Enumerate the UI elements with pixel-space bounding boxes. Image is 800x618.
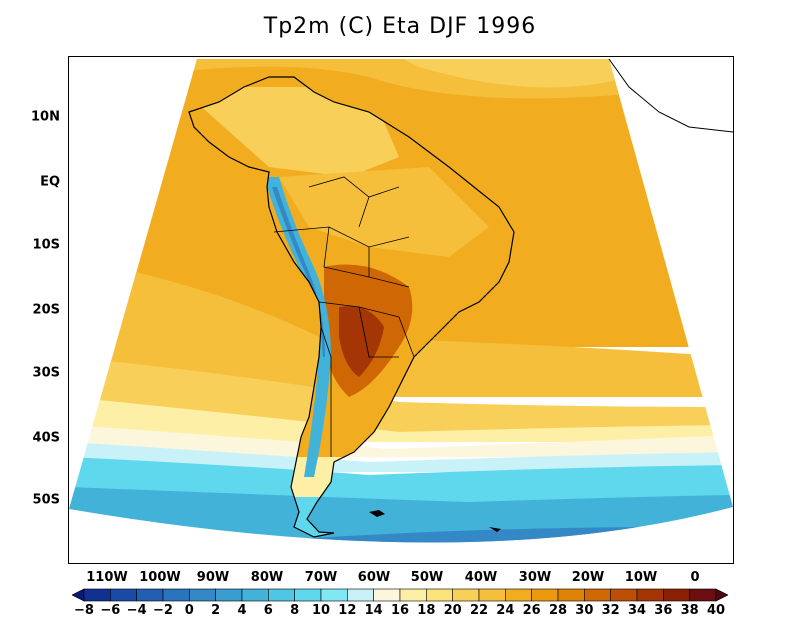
lat-label-10s: 10S — [32, 237, 60, 253]
colorbar-tick-label: 4 — [237, 603, 247, 618]
colorbar-tick-label: 18 — [417, 603, 436, 618]
band-light-south — [69, 357, 733, 432]
map-title: Tp2m (C) Eta DJF 1996 — [263, 14, 537, 39]
falkland-islands — [369, 510, 385, 517]
lat-label-50s: 50S — [32, 492, 60, 508]
colorbar-swatch — [162, 588, 190, 602]
colorbar-swatch — [584, 588, 611, 602]
lon-label-110w: 110W — [86, 570, 128, 585]
lon-label-90w: 90W — [196, 570, 230, 585]
colorbar-tick-label: 40 — [706, 603, 726, 618]
colorbar-tick-label: −6 — [100, 603, 121, 618]
south-georgia — [489, 527, 501, 532]
colorbar-swatch — [399, 588, 427, 602]
lat-label-20s: 20S — [32, 302, 60, 318]
colorbar-swatch — [83, 588, 111, 602]
land-hottest — [339, 306, 384, 377]
colorbar-swatch — [689, 588, 717, 602]
lon-label-10w: 10W — [624, 570, 658, 585]
colorbar-swatch — [426, 588, 453, 602]
colorbar-tick-label: −4 — [126, 603, 147, 618]
colorbar — [72, 588, 728, 602]
colorbar-tick-label: 0 — [184, 603, 194, 618]
colorbar-swatch — [505, 588, 532, 602]
colorbar-swatch — [268, 588, 295, 602]
colorbar-swatch — [189, 588, 216, 602]
colorbar-swatch — [347, 588, 374, 602]
band-blue — [69, 487, 733, 543]
colorbar-swatch — [610, 588, 638, 602]
colorbar-high-arrow — [715, 588, 728, 602]
lon-label-50w: 50W — [410, 570, 444, 585]
colorbar-swatch — [373, 588, 401, 602]
colorbar-tick-label: 32 — [601, 603, 620, 618]
colorbar-swatch — [663, 588, 690, 602]
colorbar-tick-label: 2 — [211, 603, 221, 618]
band-pale-yellow — [69, 397, 733, 442]
land-north-light — [189, 87, 399, 177]
colorbar-tick-label: 8 — [290, 603, 300, 618]
lat-label-30s: 30S — [32, 365, 60, 381]
africa-coastline — [608, 58, 733, 133]
band-mid-south — [69, 257, 733, 397]
colorbar-tick-label: 30 — [575, 603, 594, 618]
colorbar-tick-label: 16 — [390, 603, 410, 618]
band-cream — [69, 425, 733, 457]
colorbar-tick-label: 10 — [311, 603, 331, 618]
lat-label-10n: 10N — [31, 109, 60, 125]
colorbar-tick-label: 26 — [522, 603, 541, 618]
colorbar-swatch — [215, 588, 243, 602]
colorbar-swatch — [110, 588, 137, 602]
colorbar-tick-label: 6 — [263, 603, 273, 618]
lon-label-40w: 40W — [464, 570, 498, 585]
colorbar-swatch — [241, 588, 269, 602]
colorbar-swatch — [636, 588, 664, 602]
lon-label-80w: 80W — [250, 570, 284, 585]
colorbar-tick-label: −2 — [153, 603, 173, 618]
colorbar-swatch — [294, 588, 322, 602]
lon-label-20w: 20W — [571, 570, 605, 585]
colorbar-swatch — [531, 588, 559, 602]
colorbar-tick-label: 28 — [548, 603, 568, 618]
band-pale-cyan — [69, 442, 733, 472]
colorbar-swatch — [320, 588, 348, 602]
lat-label-40s: 40S — [32, 430, 60, 446]
colorbar-low-arrow — [72, 588, 85, 602]
lat-label-eq: EQ — [40, 174, 60, 190]
colorbar-tick-label: 22 — [469, 603, 489, 618]
colorbar-tick-label: 34 — [627, 603, 647, 618]
lon-label-0: 0 — [690, 570, 700, 585]
colorbar-tick-label: 14 — [364, 603, 383, 618]
colorbar-swatch — [557, 588, 585, 602]
colorbar-swatch — [452, 588, 480, 602]
colorbar-tick-label: −8 — [74, 603, 94, 618]
colorbar-swatch — [136, 588, 164, 602]
map-panel — [68, 56, 734, 564]
lon-label-30w: 30W — [518, 570, 552, 585]
lon-label-60w: 60W — [357, 570, 391, 585]
land-amazon — [279, 167, 489, 257]
temperature-map — [69, 58, 733, 543]
colorbar-tick-label: 24 — [496, 603, 515, 618]
colorbar-tick-label: 20 — [443, 603, 462, 618]
country-borders — [273, 176, 415, 457]
band-pale-north — [399, 59, 629, 88]
colorbar-swatch — [478, 588, 506, 602]
band-cyan — [69, 457, 733, 502]
lon-label-100w: 100W — [139, 570, 181, 585]
colorbar-tick-label: 36 — [654, 603, 673, 618]
colorbar-tick-label: 38 — [680, 603, 699, 618]
lon-label-70w: 70W — [304, 570, 338, 585]
colorbar-tick-label: 12 — [338, 603, 357, 618]
